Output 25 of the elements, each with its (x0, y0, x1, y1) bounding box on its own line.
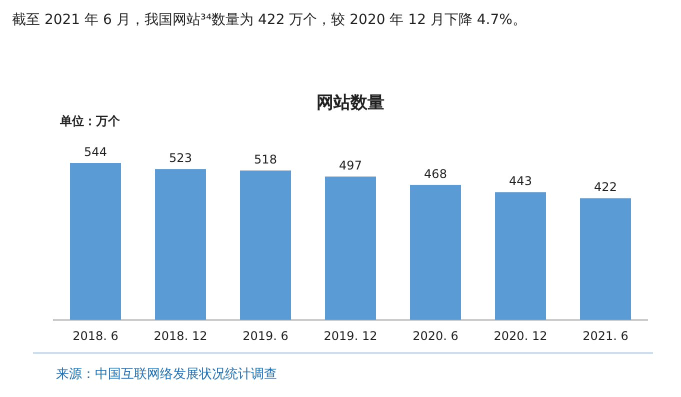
x-tick-label: 2018. 12 (154, 329, 208, 343)
y-axis-title: 单位：万个 (59, 114, 121, 128)
source-note: 来源：中国互联网络发展状况统计调查 (56, 367, 277, 382)
data-label: 443 (509, 174, 532, 188)
bar (325, 176, 376, 320)
bar (155, 169, 206, 320)
bar (70, 163, 121, 320)
x-tick-label: 2018. 6 (72, 329, 118, 343)
data-label: 518 (254, 152, 277, 167)
x-tick-label: 2019. 6 (242, 329, 288, 343)
x-tick-label: 2020. 12 (494, 329, 548, 343)
x-tick-label: 2019. 12 (324, 329, 378, 343)
bar (495, 192, 546, 320)
data-label: 544 (84, 145, 107, 159)
data-label: 468 (424, 166, 447, 181)
x-tick-label: 2021. 6 (582, 329, 628, 343)
bar (410, 184, 461, 320)
data-label: 422 (594, 180, 617, 194)
chart-subtitle: 截至 2021 年 6 月，我国网站³⁴数量为 422 万个，较 2020 年 12 月下降 4.7%。 (12, 12, 526, 28)
chart-title: 网站数量 (316, 93, 384, 113)
bar (580, 198, 631, 320)
bar (240, 170, 291, 320)
data-label: 523 (169, 151, 192, 166)
data-label: 497 (339, 158, 362, 173)
x-tick-label: 2020. 6 (412, 329, 458, 343)
